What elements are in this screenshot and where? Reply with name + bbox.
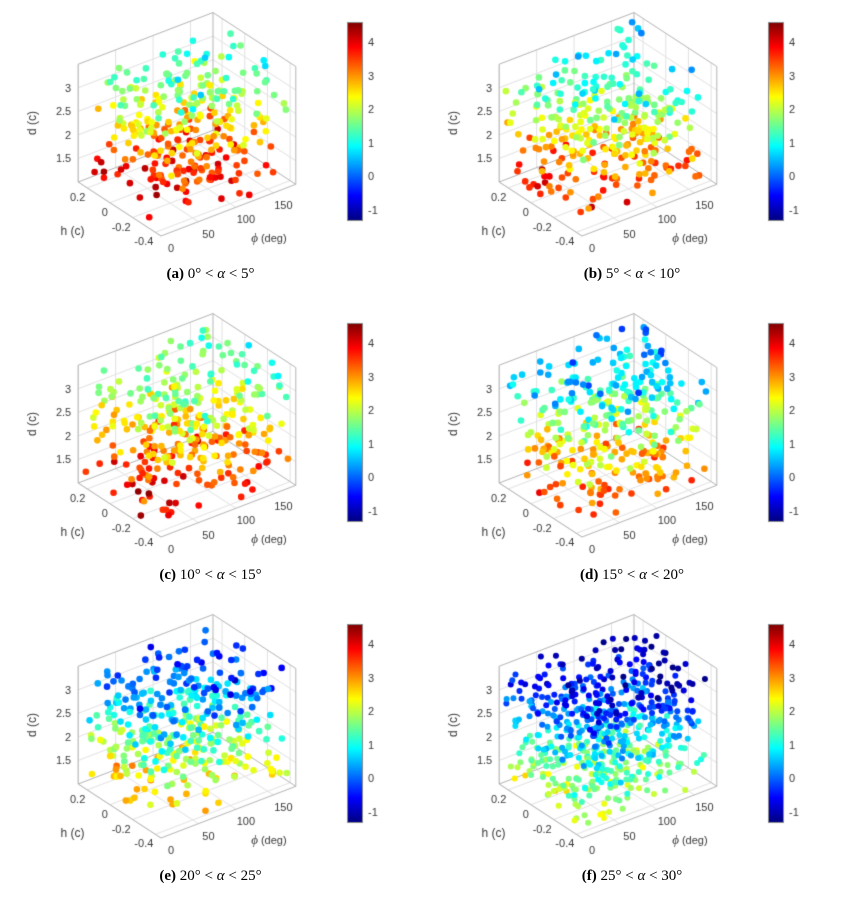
panel-a: (a) 0° < α < 5° bbox=[0, 0, 421, 301]
scatter3d-plot-a bbox=[10, 6, 411, 264]
alpha-symbol: α bbox=[637, 868, 646, 884]
caption-text-a: 0° < bbox=[183, 266, 218, 282]
caption-a: (a) 0° < α < 5° bbox=[166, 266, 255, 282]
caption-b: (b) 5° < α < 10° bbox=[583, 266, 681, 282]
caption-text-f: 25° < bbox=[596, 868, 638, 884]
caption-label-a: (a) bbox=[166, 266, 184, 282]
panel-d: (d) 15° < α < 20° bbox=[421, 301, 843, 602]
caption-text-d: 15° < bbox=[598, 567, 640, 583]
caption-e: (e) 20° < α < 25° bbox=[159, 868, 262, 884]
caption-label-d: (d) bbox=[580, 567, 599, 583]
caption-c: (c) 10° < α < 15° bbox=[159, 567, 262, 583]
scatter3d-plot-d bbox=[432, 307, 832, 565]
alpha-symbol: α bbox=[639, 567, 647, 583]
panel-f: (f) 25° < α < 30° bbox=[421, 602, 843, 903]
caption-text-b: 5° < bbox=[602, 266, 636, 282]
scatter3d-plot-c bbox=[10, 307, 411, 565]
panel-b: (b) 5° < α < 10° bbox=[421, 0, 843, 301]
caption-text-e: 20° < bbox=[176, 868, 217, 884]
panel-c: (c) 10° < α < 15° bbox=[0, 301, 421, 602]
caption-label-e: (e) bbox=[159, 868, 177, 884]
caption-label-c: (c) bbox=[159, 567, 177, 583]
panel-e: (e) 20° < α < 25° bbox=[0, 602, 421, 903]
caption-text-c: 10° < bbox=[176, 567, 217, 583]
alpha-symbol: α bbox=[217, 266, 226, 282]
alpha-symbol: α bbox=[635, 266, 644, 282]
alpha-symbol: α bbox=[216, 868, 225, 884]
scatter3d-plot-f bbox=[432, 608, 832, 866]
caption-d: (d) 15° < α < 20° bbox=[580, 567, 684, 583]
scatter3d-plot-e bbox=[10, 608, 411, 866]
scatter3d-plot-b bbox=[432, 6, 832, 264]
caption-label-f: (f) bbox=[581, 868, 597, 884]
alpha-symbol: α bbox=[216, 567, 225, 583]
caption-label-b: (b) bbox=[583, 266, 603, 282]
caption-f: (f) 25° < α < 30° bbox=[581, 868, 683, 884]
